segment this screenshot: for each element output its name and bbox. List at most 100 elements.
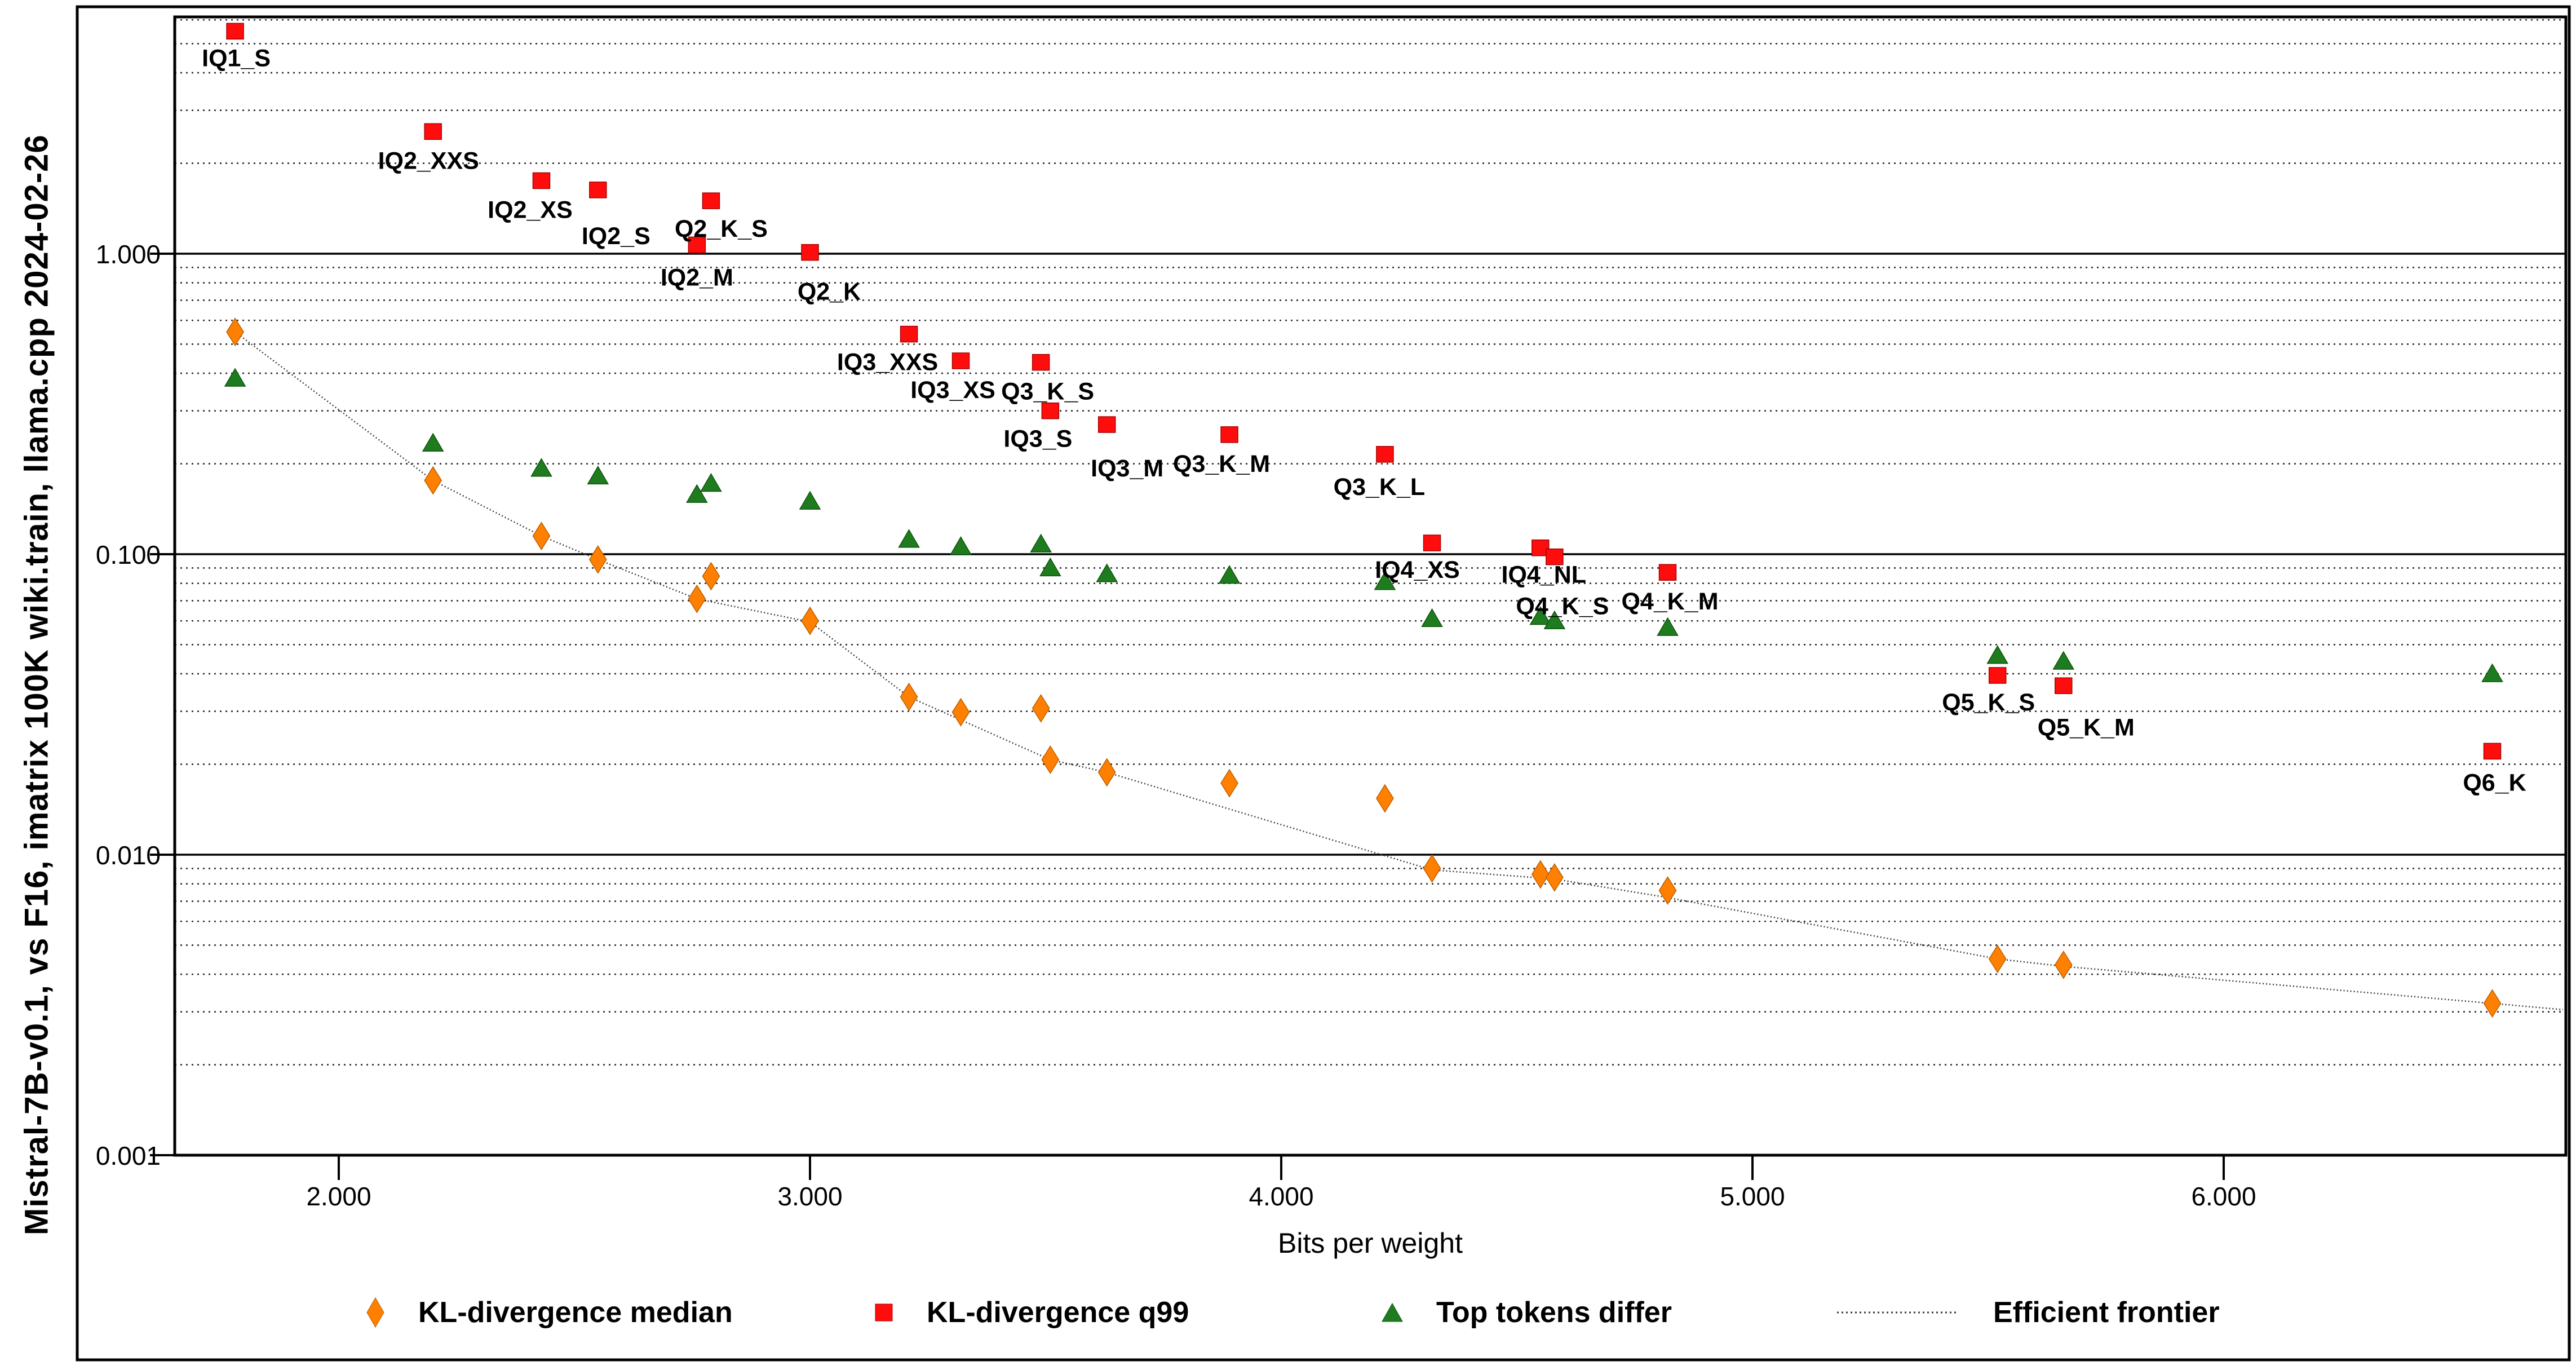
marker-median-IQ3_M (1097, 758, 1116, 787)
marker-top-IQ4_XS (1421, 608, 1443, 627)
point-label-Q6_K: Q6_K (2463, 769, 2526, 796)
marker-top-Q2_K (799, 490, 821, 510)
marker-q99-Q3_K_S (1032, 353, 1050, 371)
marker-median-IQ4_XS (1423, 854, 1441, 883)
point-label-Q3_K_L: Q3_K_L (1334, 474, 1426, 501)
marker-median-Q3_K_M (1220, 768, 1238, 798)
efficient-frontier-line (234, 331, 2564, 1011)
marker-q99-IQ3_S (1041, 402, 1060, 419)
marker-q99-Q3_K_L (1376, 446, 1394, 463)
legend-label-q99: KL-divergence q99 (927, 1296, 1189, 1329)
marker-median-IQ3_XXS (900, 682, 918, 711)
point-label-IQ2_XXS: IQ2_XXS (378, 147, 479, 174)
marker-median-IQ1_S (226, 317, 244, 347)
y-tick-label-0_001: 0.001 (95, 1141, 161, 1170)
marker-q99-Q4_K_M (1658, 564, 1677, 581)
marker-top-IQ2_M (686, 484, 708, 503)
marker-top-Q3_K_L (1374, 571, 1396, 590)
marker-top-IQ3_XS (950, 536, 972, 555)
series-kl-q99 (226, 23, 2502, 760)
point-labels: IQ1_S IQ2_XXS IQ2_XS IQ2_S IQ2_M Q2_K_S Q2_K IQ… (202, 45, 2526, 796)
marker-q99-IQ2_S (589, 182, 607, 198)
legend-item-q99: KL-divergence q99 (873, 1294, 1189, 1331)
dotted-line-icon (1832, 1308, 1962, 1317)
marker-q99-IQ2_M (688, 236, 706, 254)
y-tick-label-0_1: 0.100 (95, 540, 161, 569)
outer-border (76, 5, 2571, 1362)
marker-median-Q5_K_M (2054, 950, 2073, 979)
marker-median-IQ3_XS (951, 697, 970, 727)
marker-top-IQ3_XXS (898, 529, 920, 548)
x-tick-label-6: 6.000 (2191, 1182, 2256, 1211)
y-tick-label-0_01: 0.010 (95, 841, 161, 870)
marker-q99-Q5_K_S (1988, 667, 2007, 684)
axis-ticks (150, 253, 2225, 1180)
marker-top-IQ1_S (224, 368, 246, 387)
point-label-IQ2_S: IQ2_S (582, 223, 650, 250)
marker-median-Q4_K_S (1545, 863, 1564, 892)
series-top-tokens (224, 368, 2503, 682)
x-tick-label-5: 5.000 (1720, 1182, 1785, 1211)
marker-top-Q5_K_S (1986, 645, 2009, 664)
marker-median-IQ3_S (1041, 745, 1060, 775)
marker-median-Q5_K_S (1988, 944, 2007, 974)
point-label-IQ3_XS: IQ3_XS (910, 377, 995, 404)
marker-top-IQ4_NL (1529, 606, 1552, 625)
legend-label-top-tokens: Top tokens differ (1436, 1296, 1672, 1329)
legend-label-frontier: Efficient frontier (1993, 1296, 2220, 1329)
point-label-IQ1_S: IQ1_S (202, 45, 271, 72)
point-label-IQ3_XXS: IQ3_XXS (837, 349, 938, 376)
y-tick-label-1: 1.000 (95, 240, 161, 269)
point-label-IQ3_M: IQ3_M (1091, 455, 1163, 482)
square-icon (873, 1303, 895, 1322)
marker-median-IQ4_NL (1531, 860, 1550, 889)
marker-median-IQ2_S (588, 545, 607, 574)
point-label-Q2_K: Q2_K (798, 279, 861, 306)
marker-q99-Q6_K (2483, 743, 2502, 760)
marker-q99-Q4_K_S (1546, 548, 1564, 565)
diamond-icon (364, 1297, 387, 1328)
legend-item-median: KL-divergence median (364, 1294, 733, 1331)
point-label-Q2_K_S: Q2_K_S (675, 215, 768, 242)
marker-median-IQ2_M (688, 584, 706, 613)
marker-median-Q6_K (2483, 989, 2502, 1018)
marker-top-Q5_K_M (2052, 651, 2075, 670)
point-label-IQ4_NL: IQ4_NL (1502, 562, 1587, 589)
point-label-Q3_K_M: Q3_K_M (1173, 450, 1270, 478)
point-label-Q5_K_S: Q5_K_S (1942, 689, 2035, 716)
marker-top-Q4_K_S (1543, 610, 1566, 629)
triangle-icon (1380, 1302, 1405, 1323)
legend-label-median: KL-divergence median (418, 1296, 733, 1329)
marker-q99-IQ1_S (226, 23, 244, 40)
marker-top-Q4_K_M (1657, 617, 1679, 636)
point-label-Q4_K_M: Q4_K_M (1621, 588, 1718, 615)
marker-top-IQ3_S (1039, 557, 1061, 577)
marker-median-IQ2_XS (532, 522, 551, 551)
marker-top-IQ2_XXS (422, 432, 444, 452)
marker-q99-Q2_K_S (702, 192, 720, 209)
marker-top-Q3_K_S (1030, 533, 1052, 553)
marker-median-Q4_K_M (1658, 876, 1677, 905)
point-label-IQ3_S: IQ3_S (1003, 426, 1072, 453)
marker-top-Q6_K (2481, 663, 2503, 682)
marker-q99-Q2_K (801, 244, 819, 261)
x-tick-label-3: 3.000 (777, 1182, 843, 1211)
marker-median-Q2_K (801, 606, 819, 635)
marker-median-IQ2_XXS (424, 466, 442, 495)
marker-top-IQ3_M (1096, 563, 1118, 582)
marker-top-Q2_K_S (700, 472, 722, 492)
point-label-IQ2_M: IQ2_M (661, 264, 733, 291)
plot-frame (173, 15, 2568, 1157)
marker-top-IQ2_S (587, 465, 609, 485)
marker-q99-IQ3_XS (951, 352, 970, 369)
point-label-Q4_K_S: Q4_K_S (1516, 593, 1609, 620)
point-label-IQ2_XS: IQ2_XS (488, 196, 573, 223)
marker-top-IQ2_XS (530, 458, 552, 477)
marker-median-Q3_K_S (1032, 693, 1050, 723)
marker-q99-IQ2_XS (532, 172, 551, 189)
marker-median-Q2_K_S (702, 562, 720, 591)
point-label-Q5_K_M: Q5_K_M (2038, 714, 2135, 741)
x-tick-label-4: 4.000 (1249, 1182, 1314, 1211)
